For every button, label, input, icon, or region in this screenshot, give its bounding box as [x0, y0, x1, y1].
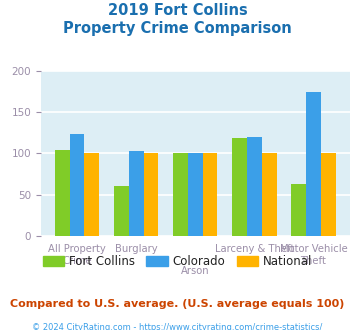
Text: Larceny & Theft: Larceny & Theft — [215, 244, 294, 254]
Bar — [247, 137, 262, 236]
Text: Property Crime Comparison: Property Crime Comparison — [63, 21, 292, 36]
Text: © 2024 CityRating.com - https://www.cityrating.com/crime-statistics/: © 2024 CityRating.com - https://www.city… — [32, 323, 323, 330]
Bar — [188, 153, 203, 236]
Text: Motor Vehicle
Theft: Motor Vehicle Theft — [280, 244, 347, 266]
Bar — [70, 135, 84, 236]
Bar — [114, 186, 129, 236]
Text: 2019 Fort Collins: 2019 Fort Collins — [108, 3, 247, 18]
Bar — [306, 92, 321, 236]
Bar — [321, 153, 335, 236]
Legend: Fort Collins, Colorado, National: Fort Collins, Colorado, National — [38, 250, 317, 273]
Bar — [143, 153, 158, 236]
Text: Burglary: Burglary — [115, 244, 158, 254]
Text: Arson: Arson — [181, 266, 209, 276]
Bar — [173, 153, 188, 236]
Bar — [55, 150, 70, 236]
Bar — [84, 153, 99, 236]
Text: All Property
Crime: All Property Crime — [48, 244, 106, 266]
Bar — [203, 153, 217, 236]
Bar — [129, 151, 143, 236]
Bar — [291, 184, 306, 236]
Text: Compared to U.S. average. (U.S. average equals 100): Compared to U.S. average. (U.S. average … — [10, 299, 345, 309]
Bar — [232, 138, 247, 236]
Bar — [262, 153, 277, 236]
